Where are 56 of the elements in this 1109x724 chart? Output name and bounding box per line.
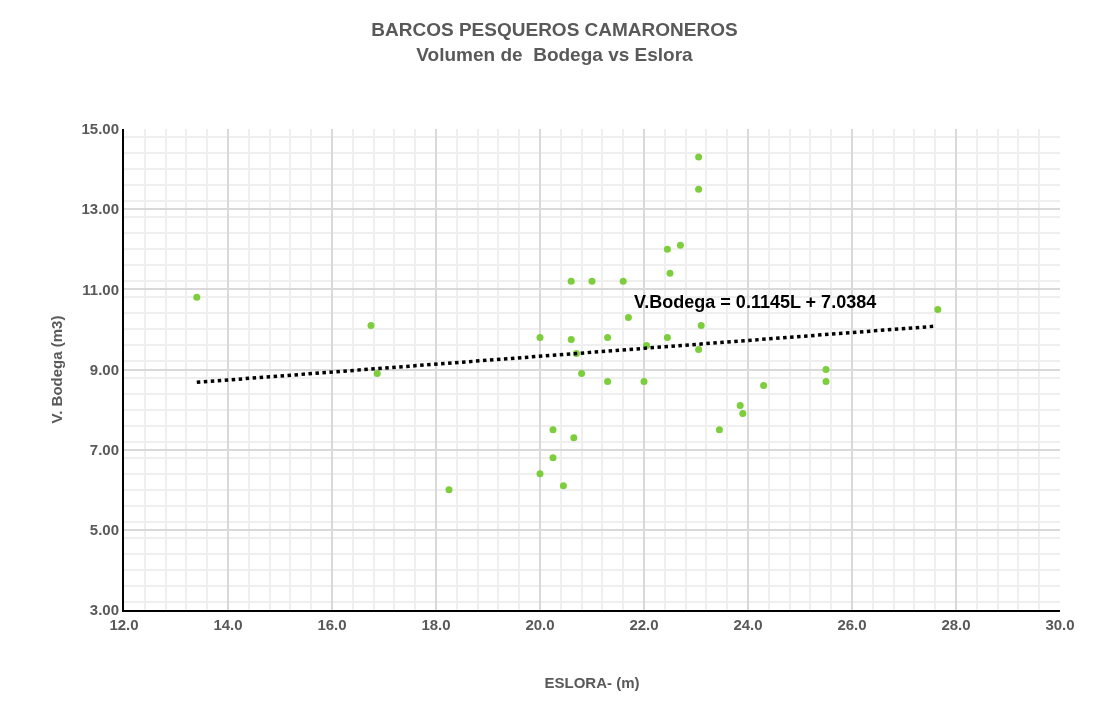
point xyxy=(578,370,586,378)
x-tick-label: 16.0 xyxy=(317,616,347,633)
point xyxy=(549,426,557,434)
y-tick-label: 9.00 xyxy=(89,360,119,378)
point xyxy=(822,366,830,373)
point xyxy=(604,378,612,386)
y-tick-label: 7.00 xyxy=(89,440,119,458)
point xyxy=(736,402,744,410)
x-tick-label: 20.0 xyxy=(525,616,555,633)
y-tick-label: 15.00 xyxy=(81,120,119,138)
point xyxy=(567,277,575,285)
point xyxy=(663,333,671,341)
point xyxy=(549,454,557,462)
point xyxy=(570,434,578,442)
point xyxy=(536,470,544,478)
point xyxy=(695,153,703,161)
point xyxy=(445,486,453,494)
point xyxy=(567,335,575,343)
x-tick-label: 22.0 xyxy=(629,616,659,633)
point xyxy=(604,333,612,341)
point xyxy=(536,333,544,341)
point xyxy=(624,313,632,321)
point xyxy=(695,185,703,193)
point xyxy=(559,482,567,490)
point xyxy=(697,321,705,329)
point xyxy=(588,277,596,285)
point xyxy=(676,241,684,249)
x-tick-label: 14.0 xyxy=(213,616,243,633)
point xyxy=(640,378,648,386)
x-tick-label: 26.0 xyxy=(837,616,867,633)
point xyxy=(739,410,747,418)
chart-title: BARCOS PESQUEROS CAMARONEROS xyxy=(371,19,738,41)
point xyxy=(934,305,942,313)
chart-subtitle: Volumen de Bodega vs Eslora xyxy=(416,43,694,65)
y-tick-label: 5.00 xyxy=(89,521,119,539)
point xyxy=(695,345,703,353)
point xyxy=(193,293,201,301)
point xyxy=(619,277,627,285)
y-tick-label: 11.00 xyxy=(82,280,119,298)
y-tick-label: 13.00 xyxy=(81,200,119,218)
x-axis-title: ESLORA- (m) xyxy=(544,673,640,691)
point xyxy=(663,245,671,253)
annotation: V.Bodega = 0.1145L + 7.0384 xyxy=(634,292,877,312)
point xyxy=(822,378,830,386)
point xyxy=(715,426,723,434)
y-tick-label: 3.00 xyxy=(89,601,119,619)
x-tick-label: 18.0 xyxy=(421,616,451,633)
x-tick-label: 30.0 xyxy=(1045,616,1075,633)
x-tick-label: 28.0 xyxy=(941,616,971,633)
point xyxy=(373,370,381,378)
y-axis-title: V. Bodega (m3) xyxy=(48,315,66,424)
point xyxy=(760,382,768,390)
x-tick-label: 12.0 xyxy=(109,616,139,633)
x-tick-label: 24.0 xyxy=(733,616,763,633)
point xyxy=(367,321,375,329)
point xyxy=(666,269,674,277)
